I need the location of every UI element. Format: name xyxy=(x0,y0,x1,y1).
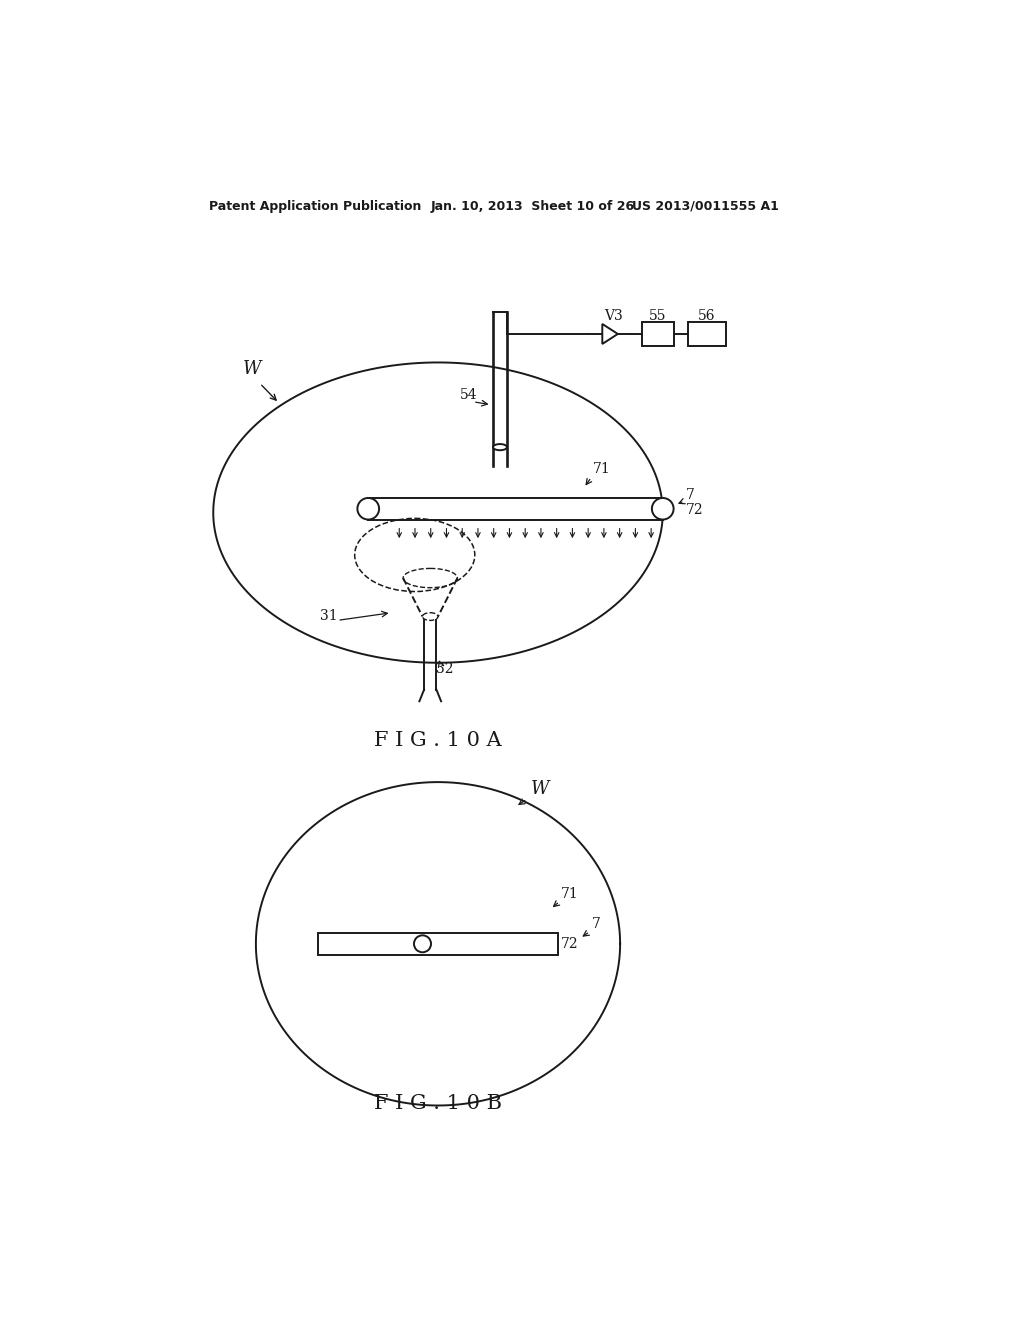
Text: 7: 7 xyxy=(592,917,600,932)
Text: US 2013/0011555 A1: US 2013/0011555 A1 xyxy=(632,199,778,213)
Text: Jan. 10, 2013  Sheet 10 of 26: Jan. 10, 2013 Sheet 10 of 26 xyxy=(430,199,635,213)
Text: 71: 71 xyxy=(593,462,610,475)
Text: 31: 31 xyxy=(321,610,338,623)
Text: 72: 72 xyxy=(560,937,579,950)
Text: W: W xyxy=(243,360,261,378)
Text: 32: 32 xyxy=(436,661,454,676)
Text: F I G . 1 0 A: F I G . 1 0 A xyxy=(374,731,502,750)
FancyBboxPatch shape xyxy=(688,322,726,346)
FancyBboxPatch shape xyxy=(642,322,675,346)
Circle shape xyxy=(414,936,431,952)
Text: V3: V3 xyxy=(604,309,623,323)
FancyBboxPatch shape xyxy=(317,933,558,954)
Ellipse shape xyxy=(652,498,674,520)
Text: 55: 55 xyxy=(649,309,667,323)
Text: W: W xyxy=(531,780,550,799)
Ellipse shape xyxy=(357,498,379,520)
Text: 56: 56 xyxy=(698,309,716,323)
Text: 71: 71 xyxy=(560,887,579,900)
Text: 7: 7 xyxy=(686,488,695,502)
Text: 54: 54 xyxy=(460,388,477,401)
Ellipse shape xyxy=(493,444,507,450)
Text: F I G . 1 0 B: F I G . 1 0 B xyxy=(374,1094,502,1114)
Text: Patent Application Publication: Patent Application Publication xyxy=(209,199,422,213)
Text: 72: 72 xyxy=(686,503,703,517)
